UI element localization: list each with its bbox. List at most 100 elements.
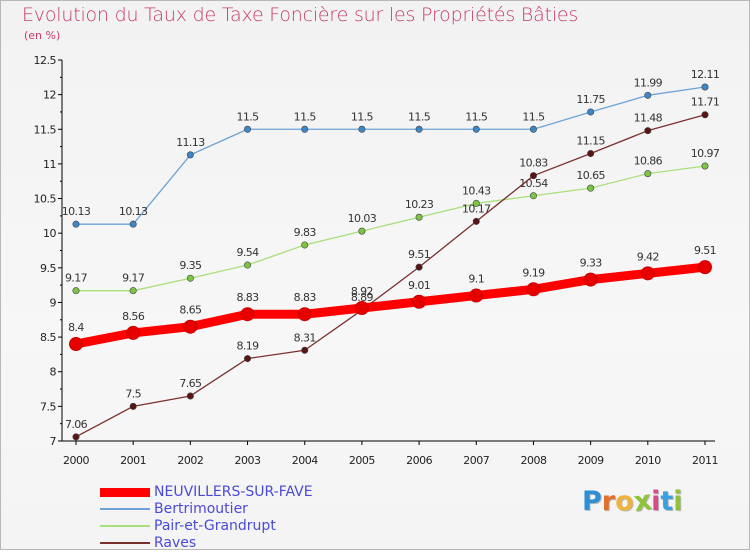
data-point <box>701 162 709 170</box>
data-label: 8.31 <box>294 331 316 344</box>
y-tick-label: 12.5 <box>34 54 57 67</box>
y-tick-label: 9.5 <box>40 262 56 275</box>
y-tick-label: 9 <box>50 296 57 309</box>
data-label: 10.86 <box>634 155 663 168</box>
logo-letter: r <box>601 486 616 517</box>
data-point <box>129 220 137 228</box>
data-point <box>72 433 80 441</box>
data-label: 7.65 <box>179 377 202 390</box>
data-point <box>415 213 423 221</box>
data-point <box>529 125 537 133</box>
data-point <box>186 392 194 400</box>
legend-label: Pair-et-Grandrupt <box>154 518 276 534</box>
data-label: 8.83 <box>294 291 317 304</box>
legend-swatch <box>100 508 150 510</box>
data-point <box>358 125 366 133</box>
data-label: 7.5 <box>125 387 141 400</box>
y-tick-label: 11 <box>43 158 56 171</box>
y-tick-label: 7 <box>50 435 57 448</box>
y-tick-label: 8.5 <box>40 331 56 344</box>
data-label: 10.13 <box>119 205 148 218</box>
data-point <box>129 402 137 410</box>
y-tick-label: 8 <box>50 366 57 379</box>
data-label: 8.89 <box>351 291 374 304</box>
data-point <box>72 287 80 295</box>
data-point <box>472 217 480 225</box>
chart-title: Evolution du Taux de Taxe Foncière sur l… <box>22 4 579 26</box>
data-label: 8.56 <box>122 310 145 323</box>
data-label: 8.4 <box>68 321 84 334</box>
data-label: 9.54 <box>236 246 259 259</box>
logo-letter: t <box>660 486 674 517</box>
data-point <box>240 307 255 322</box>
data-point <box>244 125 252 133</box>
x-tick-label: 2006 <box>406 454 432 467</box>
data-point <box>244 261 252 269</box>
data-label: 9.17 <box>122 272 145 285</box>
y-tick-label: 12 <box>43 89 56 102</box>
data-label: 11.5 <box>522 110 545 123</box>
x-tick-label: 2003 <box>235 454 261 467</box>
data-label: 8.83 <box>236 291 259 304</box>
data-point <box>129 287 137 295</box>
data-point <box>701 83 709 91</box>
y-tick-label: 10 <box>43 227 56 240</box>
proxiti-logo: Proxiti <box>582 484 683 519</box>
data-label: 9.17 <box>65 272 88 285</box>
x-tick-label: 2005 <box>349 454 375 467</box>
data-point <box>587 108 595 116</box>
data-label: 8.92 <box>351 285 373 298</box>
data-point <box>644 91 652 99</box>
data-point <box>529 172 537 180</box>
data-point <box>644 127 652 135</box>
data-point <box>472 199 480 207</box>
data-point <box>640 266 655 281</box>
legend-swatch <box>100 525 150 527</box>
data-point <box>358 227 366 235</box>
data-label: 10.23 <box>405 198 434 211</box>
data-label: 11.5 <box>351 110 374 123</box>
data-label: 11.48 <box>634 112 663 125</box>
legend-label: NEUVILLERS-SUR-FAVE <box>154 484 313 500</box>
chart-subtitle: (en %) <box>24 29 61 42</box>
data-point <box>354 300 369 315</box>
logo-letter: i <box>651 486 661 517</box>
x-tick-label: 2002 <box>177 454 203 467</box>
x-tick-label: 2011 <box>692 454 718 467</box>
data-label: 10.83 <box>519 157 548 170</box>
data-label: 11.13 <box>176 136 205 149</box>
y-tick-label: 7.5 <box>40 400 56 413</box>
data-point <box>297 307 312 322</box>
data-point <box>412 294 427 309</box>
data-label: 12.11 <box>691 68 720 81</box>
data-point <box>183 319 198 334</box>
x-tick-label: 2010 <box>635 454 661 467</box>
data-label: 11.71 <box>691 96 720 109</box>
data-label: 10.13 <box>62 205 91 218</box>
legend-label: Raves <box>154 535 197 551</box>
logo-letter: x <box>631 484 654 519</box>
data-label: 11.5 <box>236 110 259 123</box>
data-point <box>415 263 423 271</box>
data-label: 7.06 <box>65 418 88 431</box>
x-tick-label: 2004 <box>292 454 318 467</box>
data-point <box>72 220 80 228</box>
logo-letter: o <box>615 486 634 517</box>
data-point <box>186 274 194 282</box>
data-label: 9.1 <box>468 273 484 286</box>
legend-swatch <box>100 542 150 544</box>
legend-label: Bertrimoutier <box>154 501 248 517</box>
data-point <box>587 150 595 158</box>
legend-swatch <box>100 487 150 497</box>
data-point <box>415 125 423 133</box>
data-point <box>301 125 309 133</box>
data-label: 9.19 <box>522 266 545 279</box>
data-label: 9.35 <box>179 259 202 272</box>
data-point <box>701 111 709 119</box>
data-label: 10.65 <box>576 169 605 182</box>
data-point <box>69 337 83 352</box>
series-line <box>75 86 706 225</box>
data-point <box>583 272 598 287</box>
data-point <box>698 260 712 275</box>
